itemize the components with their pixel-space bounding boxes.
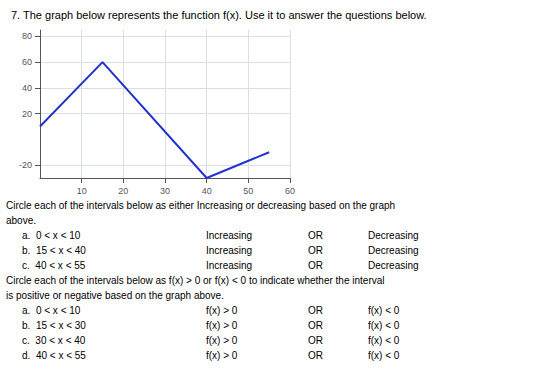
svg-text:f(x) > 0: f(x) > 0	[206, 305, 238, 316]
svg-text:OR: OR	[308, 260, 323, 271]
svg-text:OR: OR	[308, 335, 323, 346]
svg-text:c. 30 < x < 40: c. 30 < x < 40	[22, 335, 86, 346]
svg-text:Increasing: Increasing	[206, 245, 252, 256]
svg-text:Decreasing: Decreasing	[368, 245, 419, 256]
svg-text:OR: OR	[308, 245, 323, 256]
svg-text:Circle each of the intervals b: Circle each of the intervals below as f(…	[6, 275, 385, 286]
svg-text:d. 40 < x < 55: d. 40 < x < 55	[22, 350, 86, 361]
svg-text:30: 30	[160, 186, 170, 196]
svg-text:f(x) > 0: f(x) > 0	[206, 350, 238, 361]
svg-text:b. 15 < x < 40: b. 15 < x < 40	[22, 245, 86, 256]
svg-text:OR: OR	[308, 320, 323, 331]
svg-text:Decreasing: Decreasing	[368, 230, 419, 241]
svg-text:f(x) < 0: f(x) < 0	[368, 335, 400, 346]
svg-text:40: 40	[202, 186, 212, 196]
svg-text:OR: OR	[308, 305, 323, 316]
svg-text:a. 0 < x < 10: a. 0 < x < 10	[22, 230, 81, 241]
svg-text:20: 20	[118, 186, 128, 196]
svg-text:Increasing: Increasing	[206, 230, 252, 241]
svg-text:60: 60	[22, 57, 32, 67]
svg-text:20: 20	[22, 109, 32, 119]
svg-text:OR: OR	[308, 350, 323, 361]
svg-text:f(x) < 0: f(x) < 0	[368, 350, 400, 361]
svg-text:40: 40	[22, 83, 32, 93]
svg-text:f(x) > 0: f(x) > 0	[206, 335, 238, 346]
svg-text:Increasing: Increasing	[206, 260, 252, 271]
svg-text:f(x) < 0: f(x) < 0	[368, 305, 400, 316]
svg-text:above.: above.	[6, 215, 36, 226]
svg-text:is positive or negative based: is positive or negative based on the gra…	[6, 290, 224, 301]
svg-text:7. The graph below represents: 7. The graph below represents the functi…	[11, 9, 427, 21]
svg-text:a. 0 < x < 10: a. 0 < x < 10	[22, 305, 81, 316]
svg-text:Decreasing: Decreasing	[368, 260, 419, 271]
svg-text:Circle each of the intervals b: Circle each of the intervals below as ei…	[6, 200, 395, 211]
svg-text:OR: OR	[308, 230, 323, 241]
svg-text:c. 40 < x < 55: c. 40 < x < 55	[22, 260, 86, 271]
svg-text:-20: -20	[19, 160, 32, 170]
svg-text:10: 10	[77, 186, 87, 196]
svg-text:b. 15 < x < 30: b. 15 < x < 30	[22, 320, 86, 331]
svg-text:60: 60	[285, 186, 295, 196]
svg-text:f(x) < 0: f(x) < 0	[368, 320, 400, 331]
svg-text:50: 50	[243, 186, 253, 196]
svg-text:f(x) > 0: f(x) > 0	[206, 320, 238, 331]
svg-text:80: 80	[22, 31, 32, 41]
